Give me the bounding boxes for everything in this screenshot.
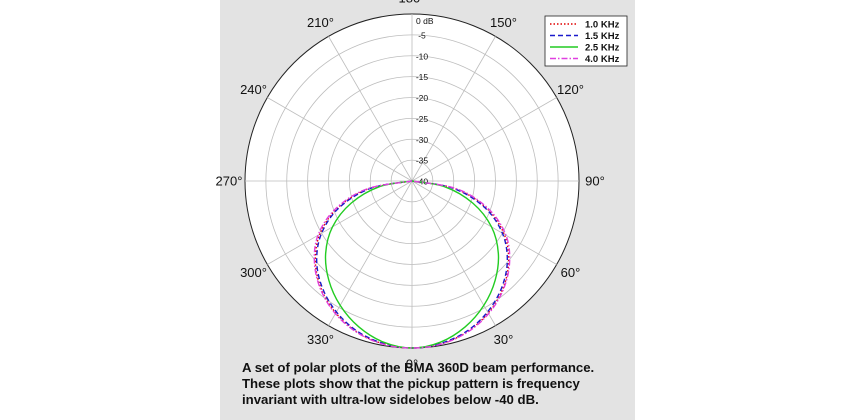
angle-tick-label: 0° (406, 357, 418, 372)
grid-spoke (411, 97, 557, 182)
grid-spoke (411, 180, 557, 265)
legend-box (544, 15, 628, 67)
radial-tick-label: -35 (416, 156, 429, 166)
angle-tick-label: 180° (399, 0, 426, 6)
angle-labels: 0° 30° 60° 90° 120° 150° 180° 210° 240° 270° 300° 3… (216, 0, 605, 372)
grid-spoke (267, 97, 413, 182)
radial-tick-label: 0 dB (416, 16, 434, 26)
legend-label: 1.0 KHz (585, 20, 620, 31)
angle-tick-label: 60° (561, 265, 581, 280)
radial-tick-label: -20 (416, 93, 429, 103)
radial-tick-label: -5 (418, 30, 426, 40)
angle-tick-label: 120° (557, 82, 584, 97)
caption-line: These plots show that the pickup pattern… (242, 376, 580, 391)
caption-line: invariant with ultra-low sidelobes below… (242, 392, 539, 407)
caption-line: A set of polar plots of the BMA 360D bea… (242, 360, 595, 375)
series-lines (313, 180, 511, 349)
radial-tick-label: -25 (416, 114, 429, 124)
grid-spoke (328, 180, 413, 326)
figure-caption: A set of polar plots of the BMA 360D bea… (242, 360, 632, 408)
angle-tick-label: 240° (240, 82, 267, 97)
angle-tick-label: 150° (490, 15, 517, 30)
legend-label: 2.5 KHz (585, 43, 620, 54)
legend-label: 1.5 KHz (585, 31, 620, 42)
angle-tick-label: 210° (307, 15, 334, 30)
radial-tick-label: -15 (416, 72, 429, 82)
grid-spoke (411, 180, 496, 326)
radial-tick-label: -40 (416, 177, 429, 187)
radial-tick-label: -10 (416, 51, 429, 61)
angle-tick-label: 30° (494, 332, 514, 347)
angle-tick-label: 90° (585, 174, 605, 189)
angle-tick-label: 270° (216, 174, 243, 189)
grid-spoke (411, 36, 496, 182)
angle-tick-label: 300° (240, 265, 267, 280)
radial-tick-label: -30 (416, 135, 429, 145)
radial-labels: 0 dB -5 -10 -15 -20 -25 -30 -35 -40 (416, 16, 434, 187)
legend-label: 4.0 KHz (585, 54, 620, 65)
angle-tick-label: 330° (307, 332, 334, 347)
grid-spoke (328, 36, 413, 182)
series-line (324, 180, 500, 349)
series-line (313, 180, 511, 349)
grid-spoke (267, 180, 413, 265)
